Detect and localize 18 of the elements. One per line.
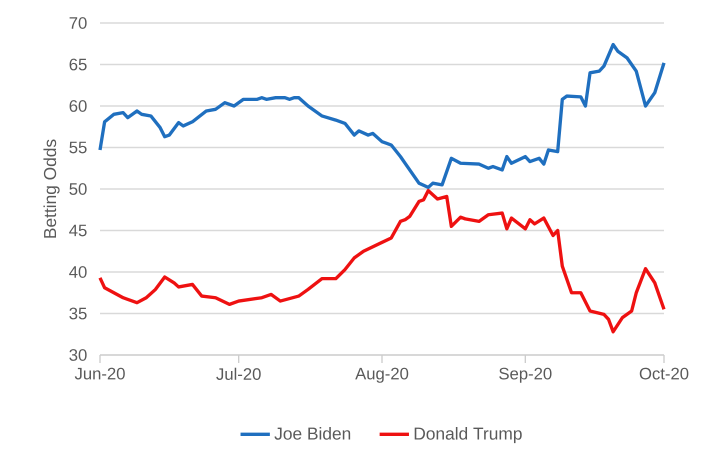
y-tick-label: 35 — [69, 308, 87, 320]
y-tick-label: 50 — [69, 183, 87, 195]
x-tick-label: Sep-20 — [499, 368, 552, 383]
x-tick-label: Jun-20 — [74, 368, 125, 380]
y-tick-label: 70 — [70, 17, 87, 29]
line-series — [98, 42, 666, 190]
x-tick-label: Oct-20 — [640, 368, 688, 380]
legend-label: Joe Biden — [274, 426, 350, 440]
y-tick-label: 30 — [69, 349, 87, 361]
y-tick-label: 40 — [69, 266, 87, 278]
y-tick-label: 55 — [69, 142, 87, 154]
legend-label: Donald Trump — [414, 426, 522, 444]
x-tick-label: Aug-20 — [355, 368, 408, 383]
y-axis-title: Betting Odds — [43, 140, 60, 238]
y-tick-label: 65 — [70, 58, 87, 70]
y-tick-label: 60 — [70, 100, 87, 112]
y-tick-label: 45 — [69, 224, 87, 236]
x-tick-label: Jul-20 — [216, 368, 261, 380]
